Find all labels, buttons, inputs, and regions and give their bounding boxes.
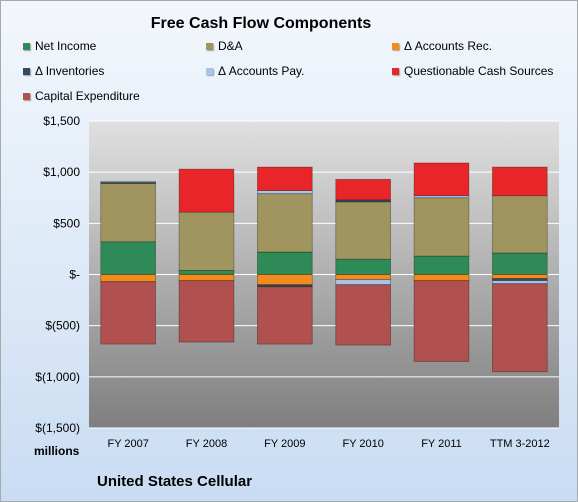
- legend-swatch: [23, 43, 30, 51]
- x-axis: FY 2007 FY 2008 FY 2009 FY 2010 FY 2011 TTM 3…: [107, 438, 549, 450]
- legend-swatch: [23, 93, 30, 101]
- chart-title: Free Cash Flow Components: [150, 15, 372, 32]
- bars: [100, 162, 548, 373]
- bar-segment: [100, 281, 156, 345]
- bar-segment: [257, 274, 313, 286]
- legend-swatch: [392, 68, 399, 76]
- bar-segment: [257, 190, 313, 195]
- legend-label: Δ Accounts Pay.: [218, 64, 305, 78]
- bar-segment: [178, 280, 235, 343]
- legend-item: Δ Accounts Rec.: [392, 39, 492, 53]
- legend-item: D&A: [206, 39, 243, 53]
- chart-legend: Net Income D&A Δ Accounts Rec. Δ Inventorie…: [1, 1, 577, 111]
- bar-segment: [492, 274, 548, 279]
- y-tick-label: $(500): [45, 319, 80, 333]
- y-tick-label: $1,000: [43, 165, 80, 179]
- legend-swatch: [23, 68, 30, 76]
- legend-label: D&A: [218, 39, 243, 53]
- bar-segment: [413, 162, 470, 197]
- y-tick-label: $-: [69, 268, 80, 282]
- y-tick-label: $500: [53, 216, 80, 230]
- bar-segment: [413, 280, 470, 362]
- bar-segment: [178, 168, 235, 213]
- bar-segment: [492, 166, 548, 197]
- bar-segment: [413, 274, 470, 282]
- y-axis: $1,500 $1,000 $500 $- $(500) $(1,000) $(1,500): [35, 114, 80, 435]
- company-name: United States Cellular: [97, 473, 253, 490]
- bar-segment: [257, 166, 313, 191]
- bar-segment: [100, 180, 156, 183]
- legend-item: Δ Accounts Pay.: [206, 64, 305, 78]
- legend-label: Capital Expenditure: [35, 89, 140, 103]
- bar-segment: [335, 201, 391, 260]
- legend-item: Questionable Cash Sources: [392, 64, 553, 78]
- legend-label: Δ Inventories: [35, 64, 105, 78]
- bar-segment: [100, 274, 156, 283]
- bar-segment: [257, 193, 313, 253]
- bar-segment: [178, 211, 235, 271]
- x-tick-label: TTM 3-2012: [490, 438, 550, 450]
- legend-label: Net Income: [35, 39, 97, 53]
- bar-segment: [492, 280, 548, 285]
- units-label: millions: [34, 444, 80, 458]
- bar-segment: [100, 183, 156, 243]
- legend-item: Capital Expenditure: [23, 89, 140, 103]
- bar-segment: [178, 274, 235, 282]
- bar-segment: [257, 286, 313, 345]
- x-tick-label: FY 2010: [342, 438, 383, 450]
- legend-label: Δ Accounts Rec.: [404, 39, 493, 53]
- legend-item: Net Income: [23, 39, 96, 53]
- bar-segment: [413, 255, 470, 275]
- bar-segment: [335, 258, 391, 275]
- legend-swatch: [206, 68, 213, 76]
- y-tick-label: $(1,500): [35, 421, 80, 435]
- bar-segment: [335, 178, 391, 201]
- y-tick-label: $(1,000): [35, 370, 80, 384]
- bar-segment: [335, 279, 391, 286]
- bar-segment: [413, 197, 470, 257]
- bar-segment: [178, 270, 235, 275]
- legend-label: Questionable Cash Sources: [404, 64, 554, 78]
- gridlines: [89, 120, 559, 429]
- bar-segment: [335, 284, 391, 346]
- x-tick-label: FY 2008: [186, 438, 227, 450]
- x-tick-label: FY 2009: [264, 438, 305, 450]
- bar-segment: [100, 241, 156, 275]
- x-tick-label: FY 2007: [107, 438, 148, 450]
- legend-item: Δ Inventories: [23, 64, 104, 78]
- y-tick-label: $1,500: [43, 114, 80, 128]
- legend-swatch: [392, 43, 399, 51]
- x-tick-label: FY 2011: [421, 438, 462, 450]
- bar-segment: [335, 274, 391, 281]
- bar-segment: [492, 195, 548, 254]
- bar-segment: [492, 278, 548, 282]
- bar-segment: [492, 283, 548, 373]
- bar-segment: [257, 251, 313, 275]
- bar-segment: [492, 252, 548, 275]
- legend-swatch: [206, 43, 213, 51]
